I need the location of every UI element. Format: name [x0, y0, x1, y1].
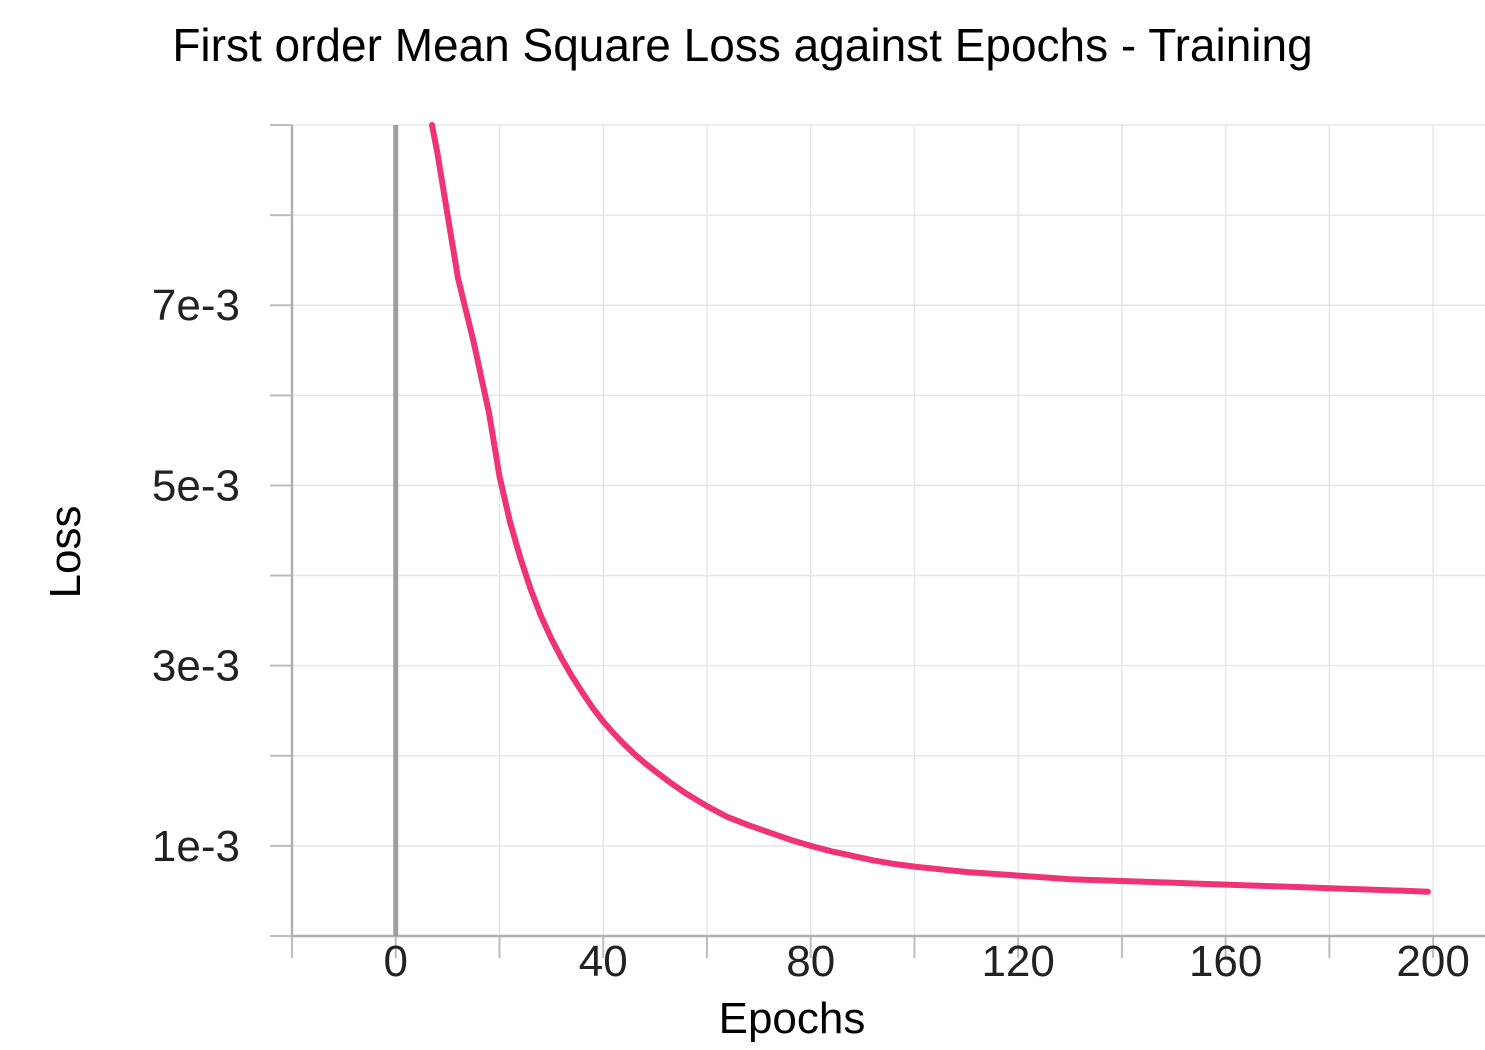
y-tick-label: 1e-3	[152, 822, 240, 871]
x-axis-title: Epochs	[719, 994, 866, 1043]
x-tick-label: 200	[1396, 937, 1469, 986]
chart-title: First order Mean Square Loss against Epo…	[172, 19, 1313, 71]
y-axis-title: Loss	[41, 506, 90, 599]
axes	[270, 124, 1485, 958]
x-tick-label: 120	[981, 937, 1054, 986]
series-layer	[429, 122, 1431, 895]
x-tick-label: 0	[383, 937, 407, 986]
x-tick-label: 160	[1189, 937, 1262, 986]
tick-labels: 0 40 80 120 160 200 1e-3 3e-3 5e-3 7e-3	[152, 281, 1470, 986]
y-tick-label: 5e-3	[152, 461, 240, 510]
x-tick-label: 80	[786, 937, 835, 986]
y-tick-label: 3e-3	[152, 642, 240, 691]
x-tick-label: 40	[579, 937, 628, 986]
y-tick-label: 7e-3	[152, 281, 240, 330]
loss-series-line	[429, 122, 1431, 895]
grid-lines	[291, 124, 1485, 936]
